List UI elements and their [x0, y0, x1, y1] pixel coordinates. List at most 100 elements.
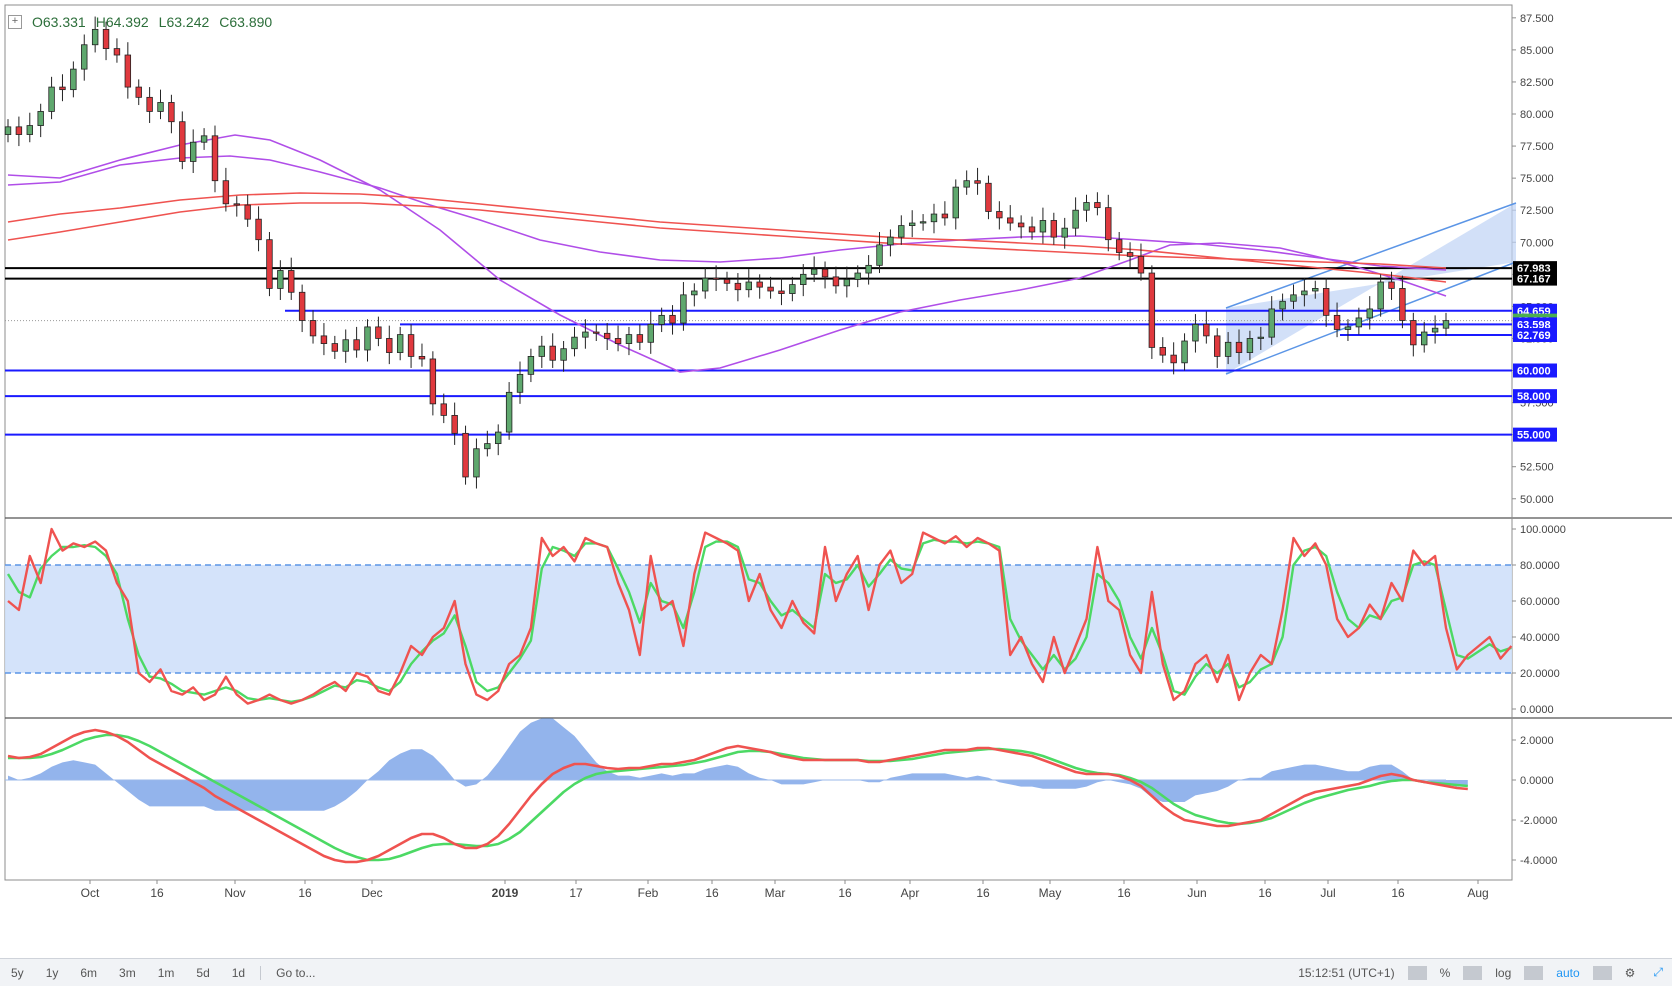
candle — [734, 273, 742, 302]
candle — [200, 128, 208, 150]
timeframe-6m[interactable]: 6m — [80, 965, 98, 980]
candle — [1028, 216, 1036, 240]
candle-body — [1094, 202, 1101, 209]
candle — [538, 335, 546, 368]
candle-body — [1170, 354, 1177, 364]
bottom-toolbar: 5y 1y 6m 3m 1m 5d 1d Go to... 15:12:51 (… — [0, 958, 1672, 986]
candle-body — [222, 180, 230, 205]
candle — [800, 264, 807, 297]
candle — [745, 269, 752, 298]
candle-body — [1115, 239, 1123, 253]
candle — [1115, 232, 1123, 261]
candle-body — [538, 345, 546, 357]
candle — [821, 261, 829, 289]
price-y-tick-label: 70.000 — [1520, 237, 1554, 249]
candle-body — [1268, 308, 1275, 338]
candle-body — [396, 334, 404, 353]
candle-body — [429, 358, 437, 405]
timeframe-5y[interactable]: 5y — [11, 965, 24, 980]
candle-body — [200, 135, 208, 143]
candle-body — [1431, 327, 1439, 333]
candle — [288, 257, 295, 300]
goto-button[interactable]: Go to... — [276, 965, 316, 980]
candle — [189, 129, 197, 174]
toolbar-separator — [1463, 965, 1483, 980]
timeframe-1y[interactable]: 1y — [45, 965, 59, 980]
candle — [974, 167, 981, 195]
expand-legend-icon[interactable]: + — [8, 15, 22, 29]
candle — [658, 307, 665, 333]
price-y-tick-label: 85.000 — [1520, 45, 1554, 57]
timeframe-3m[interactable]: 3m — [119, 965, 136, 980]
x-tick-label: Jun — [1187, 886, 1206, 900]
candle — [1072, 197, 1079, 236]
candle — [516, 361, 524, 404]
stoch-y-tick-label: 100.0000 — [1520, 524, 1566, 536]
x-tick-label: Aug — [1467, 886, 1488, 900]
candle-body — [930, 213, 938, 223]
candle — [266, 232, 273, 297]
candle-body — [1192, 323, 1199, 342]
auto-toggle[interactable]: auto — [1556, 965, 1580, 980]
percent-toggle[interactable]: % — [1439, 965, 1451, 980]
candle-body — [876, 244, 883, 266]
candle-body — [189, 141, 197, 162]
candle — [429, 351, 437, 416]
candle — [930, 203, 938, 234]
candle — [963, 170, 970, 195]
candle-body — [364, 326, 371, 351]
candle-body — [1366, 308, 1373, 319]
candle-body — [614, 338, 622, 344]
candle — [603, 323, 611, 350]
candle — [1279, 293, 1286, 321]
timeframe-1d[interactable]: 1d — [231, 965, 246, 980]
timeframe-5d[interactable]: 5d — [196, 965, 210, 980]
candle — [1126, 242, 1134, 268]
candle-body — [952, 186, 959, 219]
candle-body — [1301, 290, 1308, 296]
candle — [440, 393, 447, 424]
candle-body — [1050, 220, 1058, 238]
candle — [1388, 271, 1395, 300]
timeframe-1m[interactable]: 1m — [157, 965, 175, 980]
rising-channel-fill — [1226, 203, 1516, 374]
candle — [712, 265, 720, 291]
settings-icon[interactable]: ⚙ — [1624, 965, 1636, 980]
candle — [1377, 274, 1384, 317]
candle-body — [1344, 326, 1352, 330]
candle-body — [1148, 272, 1156, 348]
candle — [625, 326, 633, 356]
candle — [81, 34, 88, 81]
candle — [222, 167, 230, 212]
ma-purple-slow — [7, 155, 1447, 271]
candle-body — [1105, 207, 1112, 241]
candle — [1301, 278, 1308, 307]
candle-body — [963, 180, 970, 188]
candle-body — [603, 332, 611, 339]
fullscreen-icon[interactable]: ⤢ — [1653, 965, 1663, 979]
candle-body — [135, 86, 142, 98]
candle — [451, 402, 458, 445]
price-y-tick-label: 77.500 — [1520, 141, 1554, 153]
candle — [1268, 296, 1275, 345]
candle-body — [309, 320, 317, 337]
candle — [1410, 312, 1417, 357]
candle-body — [375, 326, 382, 339]
candle — [1214, 328, 1221, 368]
log-toggle[interactable]: log — [1495, 965, 1512, 980]
candle-body — [941, 213, 949, 219]
candle-body — [1246, 338, 1254, 353]
candle-body — [1290, 294, 1297, 302]
candle-body — [821, 268, 829, 278]
candle — [135, 79, 142, 106]
candle-body — [168, 102, 175, 123]
candle — [1061, 217, 1068, 249]
ohlc-high: H64.392 — [95, 14, 149, 30]
candle — [1137, 243, 1145, 281]
candle — [810, 256, 818, 283]
candle-body — [800, 273, 807, 285]
candle-body — [887, 236, 894, 246]
candle-body — [1203, 323, 1210, 337]
